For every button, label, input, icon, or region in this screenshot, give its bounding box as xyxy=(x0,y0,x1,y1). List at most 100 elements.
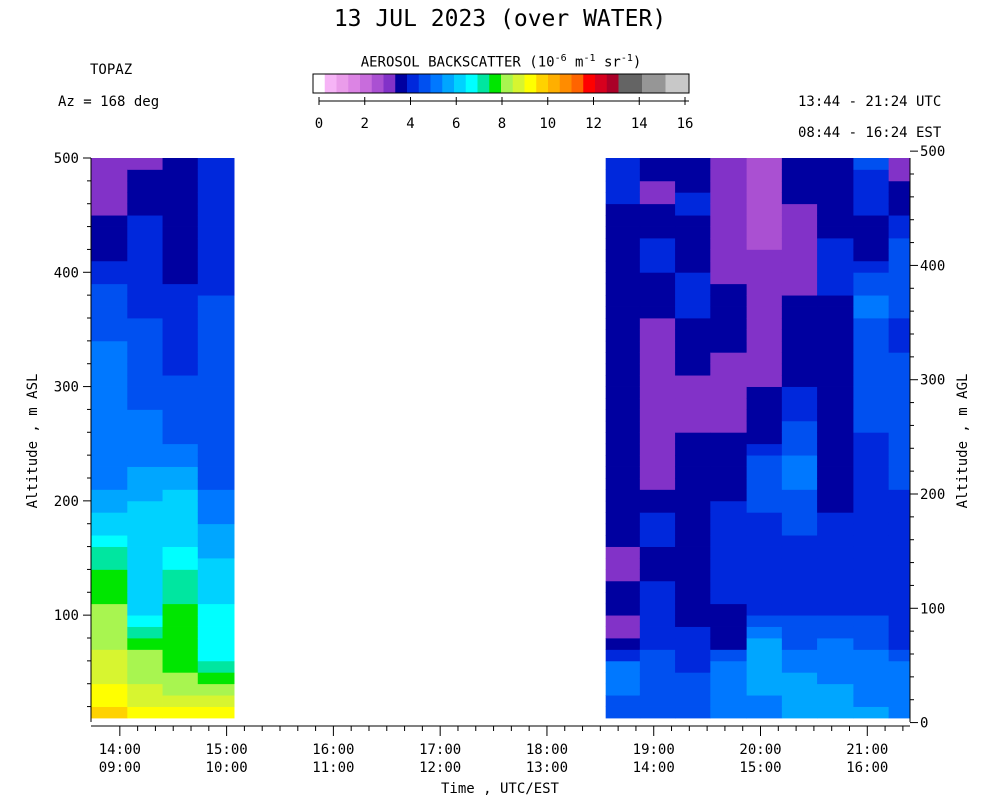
heatmap-cell xyxy=(888,158,911,170)
heatmap-cells xyxy=(91,158,911,719)
heatmap-cell xyxy=(746,260,783,273)
colorbar-swatch xyxy=(595,74,608,93)
heatmap-cell xyxy=(746,569,783,582)
heatmap-cell xyxy=(746,558,783,570)
heatmap-cell xyxy=(197,478,235,490)
heatmap-cell xyxy=(91,695,128,707)
heatmap-cell xyxy=(605,569,641,582)
heatmap-cell xyxy=(197,466,235,479)
heatmap-cell xyxy=(746,329,783,342)
heatmap-cell xyxy=(781,283,818,296)
heatmap-cell xyxy=(127,592,163,605)
x-tick-label-utc: 19:00 xyxy=(633,742,675,758)
heatmap-cell xyxy=(817,603,854,616)
heatmap-cell xyxy=(781,386,818,399)
heatmap-cell xyxy=(162,592,199,605)
y-axis-label-left: Altitude , m ASL xyxy=(25,374,41,509)
heatmap-cell xyxy=(639,432,676,445)
heatmap-cell xyxy=(639,466,676,479)
heatmap-cell xyxy=(162,306,199,319)
heatmap-cell xyxy=(746,706,783,719)
heatmap-cell xyxy=(197,592,235,605)
heatmap-cell xyxy=(781,466,818,479)
x-axis-label: Time , UTC/EST xyxy=(441,781,560,797)
heatmap-cell xyxy=(853,180,890,193)
heatmap-cell xyxy=(710,580,748,593)
heatmap-cell xyxy=(197,226,235,239)
heatmap-cell xyxy=(675,409,711,422)
heatmap-cell xyxy=(888,706,911,719)
x-tick-label-est: 10:00 xyxy=(206,760,248,776)
colorbar: 0 2 4 6 8 10 12 14 16 xyxy=(312,73,693,132)
heatmap-cell xyxy=(781,592,818,605)
heatmap-cell xyxy=(888,318,911,330)
heatmap-cell xyxy=(605,169,641,182)
heatmap-cell xyxy=(91,626,128,639)
heatmap-cell xyxy=(91,363,128,376)
heatmap-cell xyxy=(91,226,128,239)
heatmap-cell xyxy=(639,249,676,262)
x-tick-label-utc: 16:00 xyxy=(312,742,354,758)
heatmap-cell xyxy=(605,706,641,719)
heatmap-cell xyxy=(639,272,676,285)
heatmap-cell xyxy=(888,569,911,582)
heatmap-cell xyxy=(817,420,854,433)
heatmap-cell xyxy=(162,535,199,547)
heatmap-cell xyxy=(91,523,128,536)
heatmap-cell xyxy=(888,695,911,707)
heatmap-cell xyxy=(639,295,676,307)
heatmap-cell xyxy=(605,672,641,685)
y-tick-label-right: 400 xyxy=(920,258,945,274)
heatmap-cell xyxy=(781,706,818,719)
heatmap-cell xyxy=(197,272,235,285)
heatmap-cell xyxy=(888,523,911,536)
heatmap-cell xyxy=(888,409,911,422)
heatmap-cell xyxy=(91,318,128,330)
heatmap-cell xyxy=(746,432,783,445)
heatmap-cell xyxy=(710,329,748,342)
heatmap-cell xyxy=(853,295,890,307)
heatmap-cell xyxy=(91,203,128,216)
heatmap-cell xyxy=(817,398,854,410)
heatmap-cell xyxy=(605,592,641,605)
heatmap-cell xyxy=(888,420,911,433)
heatmap-cell xyxy=(91,306,128,319)
heatmap-cell xyxy=(675,638,711,650)
heatmap-cell xyxy=(127,443,163,456)
heatmap-cell xyxy=(888,615,911,627)
heatmap-cell xyxy=(746,478,783,490)
heatmap-cell xyxy=(162,180,199,193)
heatmap-cell xyxy=(91,603,128,616)
heatmap-cell xyxy=(605,409,641,422)
heatmap-cell xyxy=(888,466,911,479)
colorbar-swatch xyxy=(465,74,478,93)
heatmap-cell xyxy=(639,398,676,410)
heatmap-cell xyxy=(710,649,748,662)
heatmap-cell xyxy=(888,306,911,319)
heatmap-cell xyxy=(746,363,783,376)
heatmap-cell xyxy=(888,363,911,376)
heatmap-cell xyxy=(127,432,163,445)
heatmap-cell xyxy=(817,272,854,285)
colorbar-tick-label: 10 xyxy=(539,116,556,132)
heatmap-cell xyxy=(162,660,199,673)
heatmap-cell xyxy=(197,558,235,570)
chart-axes: 100 200 300 400 500 0 100 200 300 400 500 14:00 09:0… xyxy=(54,144,946,776)
heatmap-cell xyxy=(675,592,711,605)
heatmap-cell xyxy=(746,386,783,399)
heatmap-cell xyxy=(710,660,748,673)
x-tick-label-est: 15:00 xyxy=(739,760,781,776)
heatmap-cell xyxy=(888,683,911,696)
y-tick-label-right: 200 xyxy=(920,487,945,503)
heatmap-cell xyxy=(710,592,748,605)
heatmap-cell xyxy=(817,226,854,239)
heatmap-cell xyxy=(781,649,818,662)
heatmap-cell xyxy=(853,363,890,376)
heatmap-cell xyxy=(197,352,235,365)
heatmap-cell xyxy=(162,443,199,456)
colorbar-swatch xyxy=(665,74,678,93)
heatmap-cell xyxy=(817,260,854,273)
heatmap-cell xyxy=(127,340,163,353)
heatmap-cell xyxy=(675,603,711,616)
heatmap-cell xyxy=(746,180,783,193)
